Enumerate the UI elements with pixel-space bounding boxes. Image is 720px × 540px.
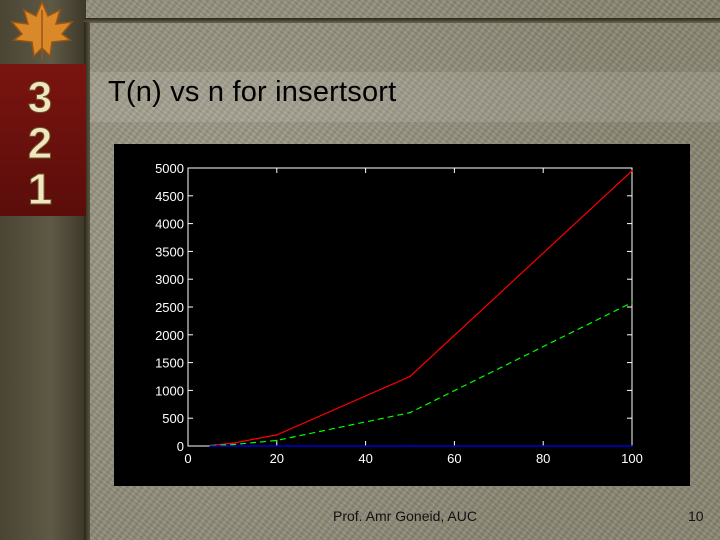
x-tick-label: 80 [536,451,550,466]
series-1-point [276,434,278,436]
series-1-point [631,169,633,172]
top-border-bar [84,18,720,23]
y-tick-label: 3500 [155,244,184,259]
chart-panel: 0 20 40 60 80 100 0 500 1000 1500 2000 2500 3000 3500… [114,144,690,486]
y-tick-label: 2500 [155,300,184,315]
x-tick-label: 100 [621,451,643,466]
series-2-point [631,301,633,304]
left-border-bar [84,22,90,540]
series-1-point [231,442,234,445]
series-line-1 [210,170,633,446]
number-3: 3 [28,73,52,122]
y-tick-label: 5000 [155,161,184,176]
number-2: 2 [28,119,52,168]
y-tick-label: 500 [162,411,184,426]
series-2-point [231,443,234,446]
x-tick-label: 60 [447,451,461,466]
page-number: 10 [688,508,704,524]
slide-title: T(n) vs n for insertsort [108,76,397,108]
y-tick-label: 0 [177,439,184,454]
y-tick-label: 1500 [155,356,184,371]
x-tick-label: 40 [358,451,372,466]
series-3-point [209,445,211,447]
series-2-point [276,439,278,442]
y-tick-label: 4000 [155,217,184,232]
footer-text: Prof. Amr Goneid, AUC [333,508,477,524]
series-3-point [231,445,234,447]
line-chart: 0 20 40 60 80 1000500100015002000250030003500… [155,161,643,466]
y-tick-label: 4500 [155,189,184,204]
number-1: 1 [28,165,52,214]
y-tick-label: 3000 [155,272,184,287]
series-line-2 [210,302,633,447]
maple-leaf-icon [10,0,74,60]
plot-area-frame [187,167,633,447]
y-tick-label: 1000 [155,383,184,398]
x-tick-label: 20 [270,451,284,466]
y-tick-label: 2000 [155,328,184,343]
series-2-point [409,411,411,414]
series-3-point [631,445,633,447]
title-bar [90,72,720,122]
series-3-point [409,445,411,447]
series-3-point [276,445,278,447]
number-block-321: 3 2 1 [0,64,86,216]
series-1-point [409,375,411,378]
x-tick-label: 0 [184,451,191,466]
